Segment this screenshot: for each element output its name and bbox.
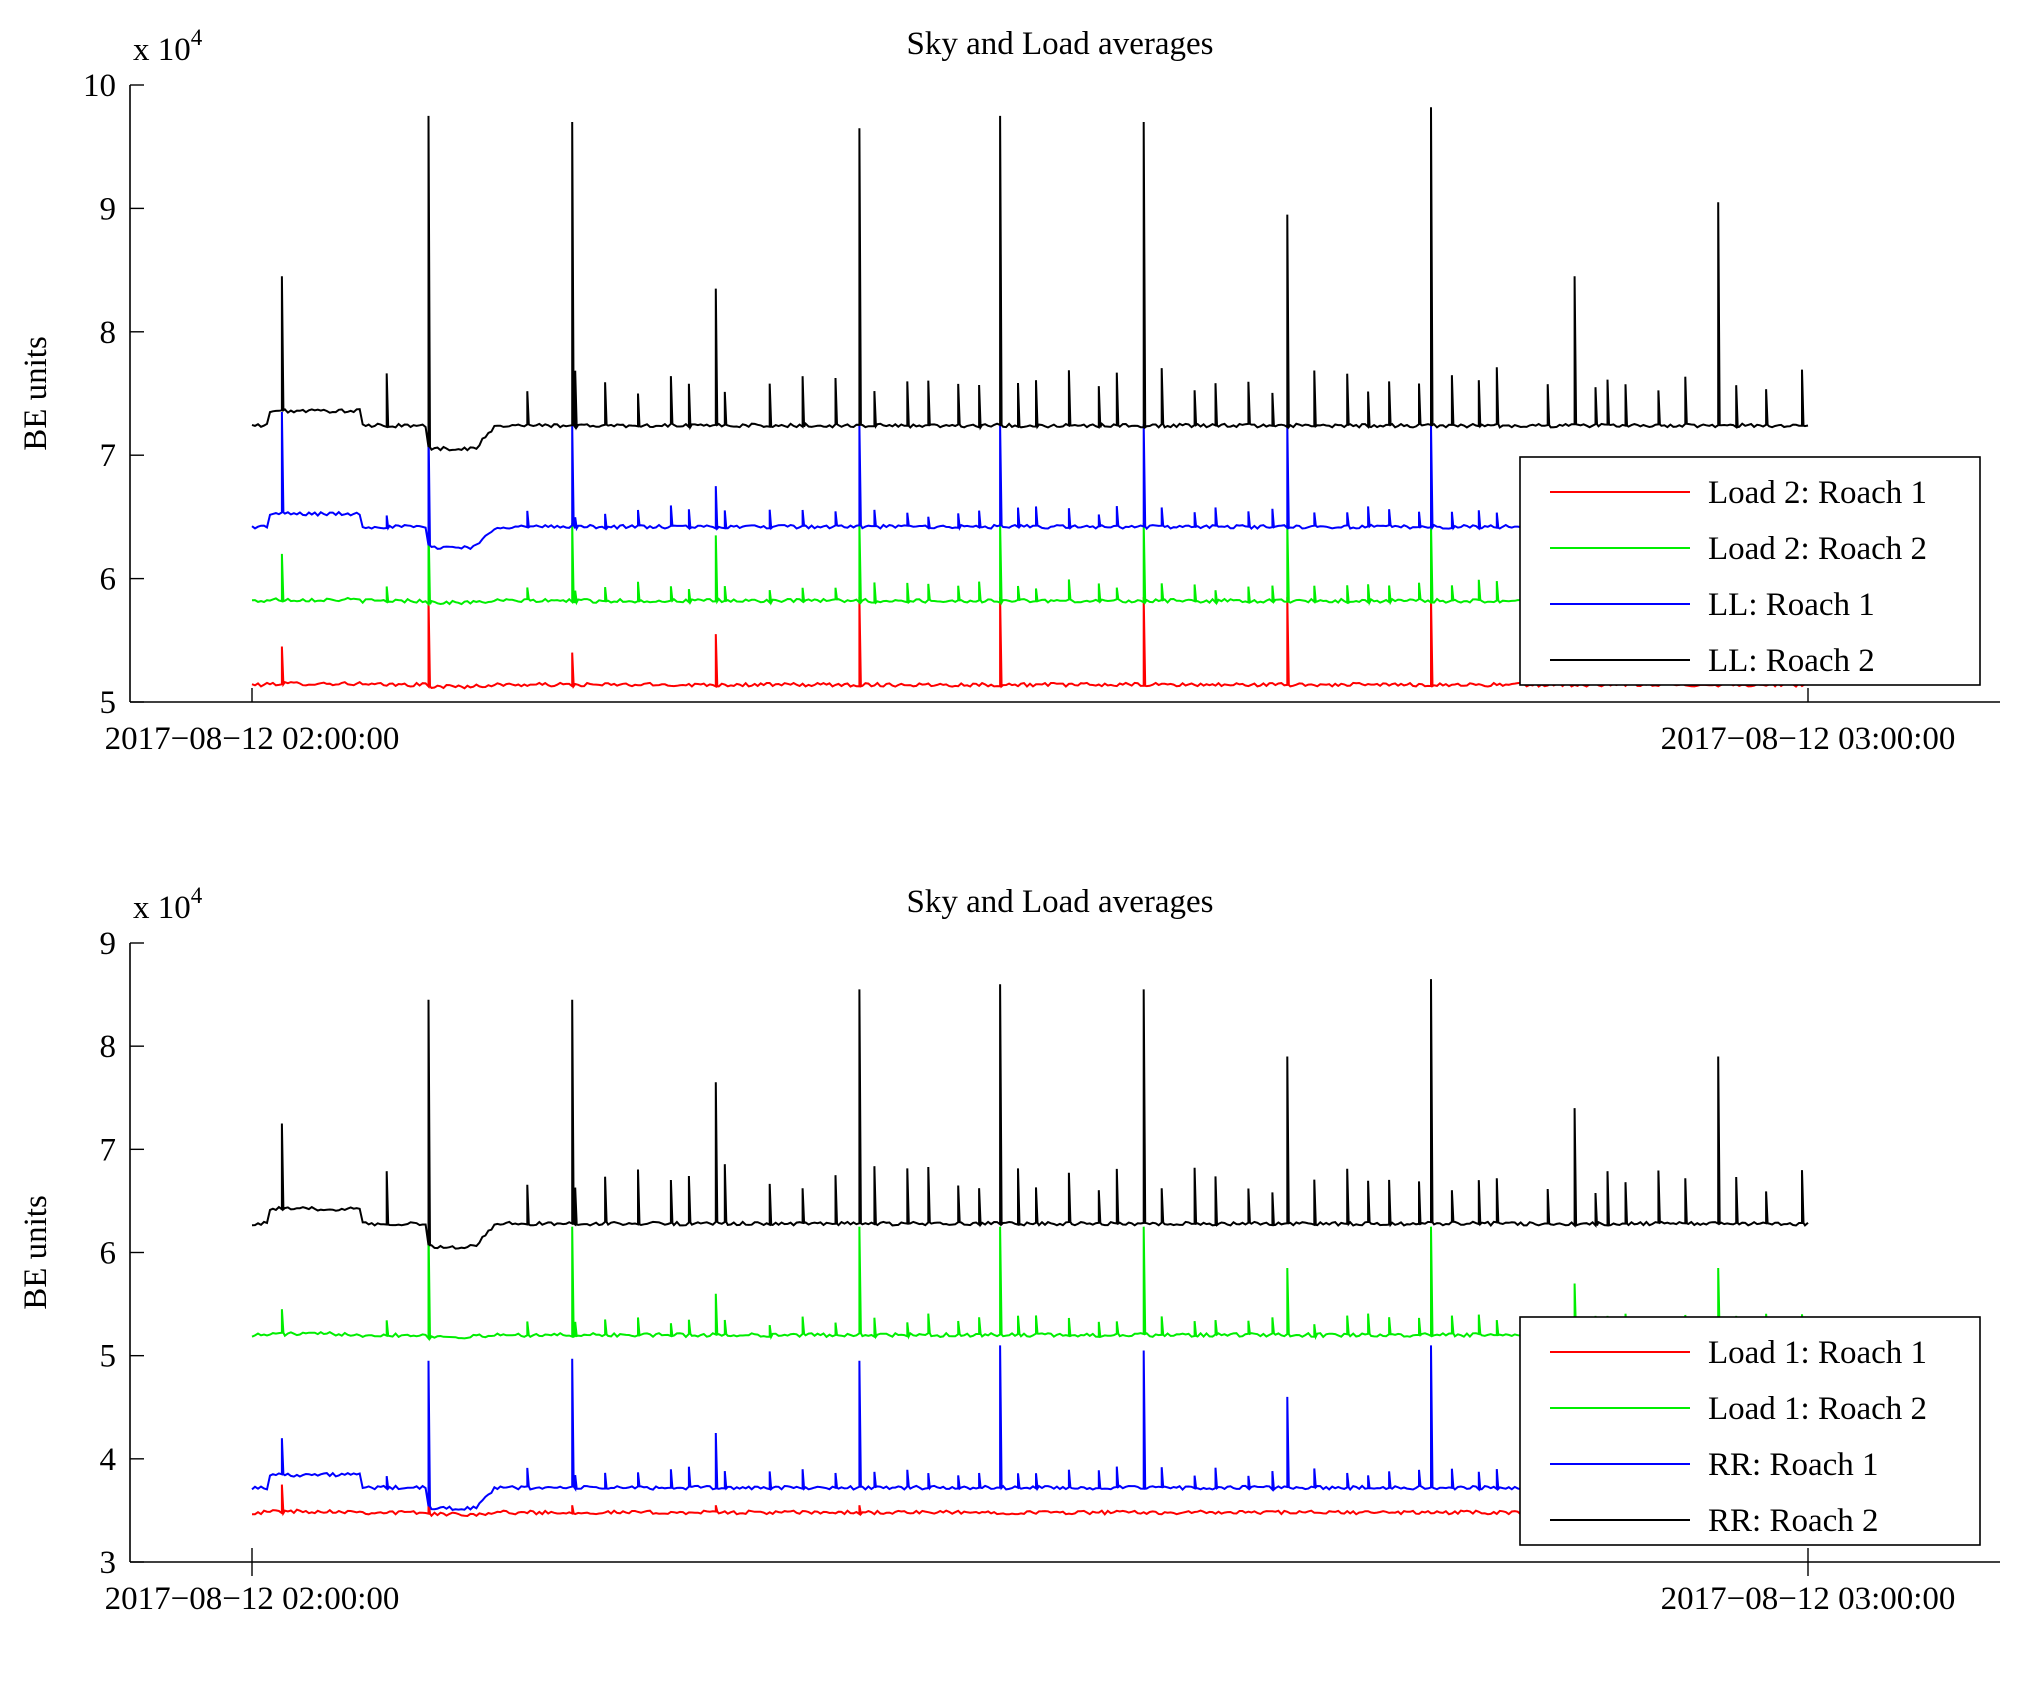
y-tick-label: 6	[100, 562, 117, 598]
y-axis-label: BE units	[18, 1195, 54, 1310]
x-tick-label: 2017−08−12 03:00:00	[1661, 1581, 1956, 1617]
legend-label-2: Load 1: Roach 2	[1708, 1391, 1927, 1427]
y-axis-multiplier-exponent: 4	[191, 25, 203, 50]
y-axis-multiplier-base: x 10	[133, 32, 191, 68]
y-tick-label: 8	[100, 315, 117, 351]
legend-label-4: RR: Roach 2	[1708, 1503, 1879, 1539]
y-axis-multiplier: x 104	[133, 25, 203, 68]
chart-title: Sky and Load averages	[907, 884, 1214, 920]
y-tick-label: 8	[100, 1029, 117, 1065]
y-tick-label: 5	[100, 685, 117, 721]
y-axis-label: BE units	[18, 336, 54, 451]
legend-box	[1519, 1316, 1981, 1546]
x-tick-label: 2017−08−12 03:00:00	[1661, 721, 1956, 757]
legend-box	[1519, 456, 1981, 686]
legend-label-3: LL: Roach 1	[1708, 587, 1875, 623]
chart-panel-1: Sky and Load averages x 104 BE units 5 6 7 8 9 1…	[18, 25, 2000, 757]
y-tick-label: 3	[100, 1545, 117, 1581]
y-tick-label: 7	[100, 438, 117, 474]
legend-label-1: Load 2: Roach 1	[1708, 475, 1927, 511]
y-tick-label: 10	[83, 68, 116, 104]
legend-label-3: RR: Roach 1	[1708, 1447, 1879, 1483]
legend: Load 2: Roach 1 Load 2: Roach 2 LL: Roach …	[1519, 456, 1981, 686]
legend: Load 1: Roach 1 Load 1: Roach 2 RR: Roach …	[1519, 1316, 1981, 1546]
legend-label-2: Load 2: Roach 2	[1708, 531, 1927, 567]
series-line-4	[251, 979, 1809, 1250]
legend-label-1: Load 1: Roach 1	[1708, 1335, 1927, 1371]
x-tick-label: 2017−08−12 02:00:00	[105, 721, 400, 757]
legend-label-4: LL: Roach 2	[1708, 643, 1875, 679]
y-tick-label: 9	[100, 191, 117, 227]
y-tick-label: 9	[100, 926, 117, 962]
series-line-4	[251, 107, 1809, 452]
y-tick-label: 6	[100, 1236, 117, 1272]
x-tick-label: 2017−08−12 02:00:00	[105, 1581, 400, 1617]
chart-title: Sky and Load averages	[907, 26, 1214, 62]
y-axis-multiplier-exponent: 4	[191, 883, 203, 908]
y-tick-label: 5	[100, 1339, 117, 1375]
y-tick-label: 7	[100, 1132, 117, 1168]
y-axis-multiplier: x 104	[133, 883, 203, 926]
y-axis-multiplier-base: x 10	[133, 890, 191, 926]
y-tick-label: 4	[100, 1442, 117, 1478]
